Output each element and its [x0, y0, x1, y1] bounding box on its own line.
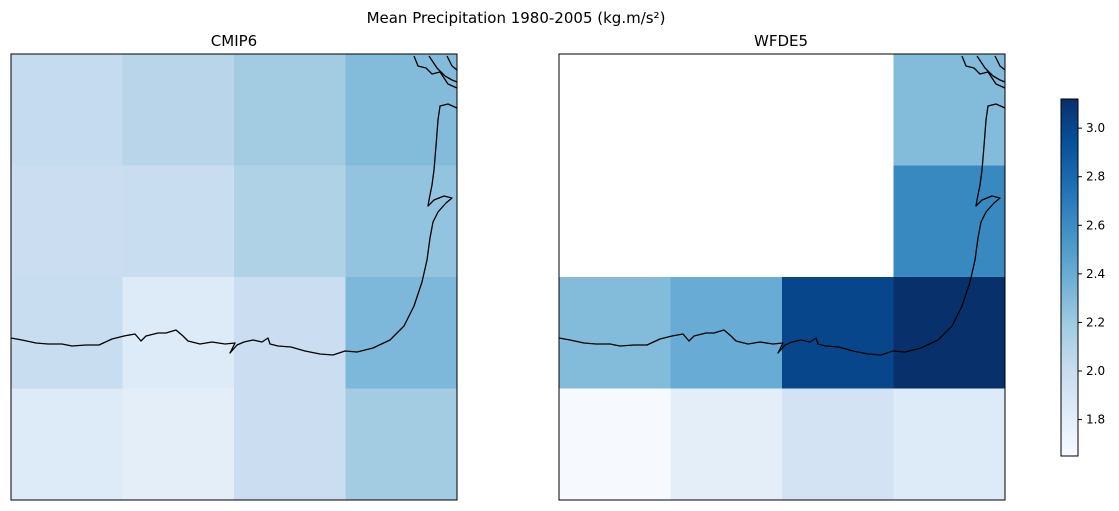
cmip6-cell-r0-c1: [122, 54, 235, 166]
wfde5-cell-r2-c2: [782, 277, 894, 389]
wfde5-cell-r0-c2: [782, 54, 894, 166]
cmip6-cell-r0-c0: [11, 54, 123, 166]
wfde5-cell-r2-c1: [670, 277, 783, 389]
colorbar-tick-label: 2.2: [1086, 315, 1105, 329]
wfde5-title: WFDE5: [754, 32, 808, 50]
wfde5-cell-r0-c0: [559, 54, 671, 166]
colorbar-tick-label: 2.4: [1086, 267, 1105, 281]
cmip6-cell-r3-c2: [234, 388, 346, 501]
colorbar-tick-label: 1.8: [1086, 413, 1105, 427]
cmip6-title: CMIP6: [211, 32, 257, 50]
wfde5-cell-r1-c2: [782, 165, 894, 278]
cmip6-cell-r3-c3: [345, 388, 458, 501]
wfde5-cell-r2-c0: [559, 277, 671, 389]
wfde5-cell-r3-c1: [670, 388, 783, 501]
cmip6-cell-r2-c2: [234, 277, 346, 389]
wfde5-cells: [559, 54, 1006, 501]
cmip6-cells: [11, 54, 458, 501]
cmip6-panel: CMIP6: [10, 32, 458, 501]
cmip6-cell-r2-c1: [122, 277, 235, 389]
colorbar-tick-label: 2.8: [1086, 170, 1105, 184]
cmip6-cell-r1-c2: [234, 165, 346, 278]
colorbar-tick-label: 2.6: [1086, 218, 1105, 232]
figure-title: Mean Precipitation 1980-2005 (kg.m/s²): [367, 9, 666, 27]
wfde5-frame: [558, 53, 1006, 501]
wfde5-cell-r2-c3: [893, 277, 1006, 389]
colorbar: 1.8 2.0 2.2 2.4 2.6 2.8 3.0: [1060, 98, 1105, 457]
wfde5-cell-r3-c2: [782, 388, 894, 501]
wfde5-coastline: [558, 55, 1006, 356]
cmip6-cell-r1-c3: [345, 165, 458, 278]
cmip6-cell-r2-c3: [345, 277, 458, 389]
colorbar-tick-label: 2.0: [1086, 364, 1105, 378]
wfde5-cell-r1-c1: [670, 165, 783, 278]
colorbar-tick-label: 3.0: [1086, 121, 1105, 135]
wfde5-cell-r1-c3: [893, 165, 1006, 278]
colorbar-gradient: [1060, 98, 1079, 457]
cmip6-cell-r3-c0: [11, 388, 123, 501]
wfde5-panel: WFDE5: [558, 32, 1006, 501]
cmip6-cell-r3-c1: [122, 388, 235, 501]
cmip6-frame: [10, 53, 458, 501]
wfde5-cell-r1-c0: [559, 165, 671, 278]
wfde5-cell-r3-c3: [893, 388, 1006, 501]
wfde5-cell-r3-c0: [559, 388, 671, 501]
cmip6-coastline: [10, 55, 458, 356]
colorbar-ticks: 1.8 2.0 2.2 2.4 2.6 2.8 3.0: [1078, 121, 1105, 427]
cmip6-cell-r1-c1: [122, 165, 235, 278]
cmip6-cell-r0-c2: [234, 54, 346, 166]
wfde5-cell-r0-c1: [670, 54, 783, 166]
cmip6-cell-r2-c0: [11, 277, 123, 389]
cmip6-cell-r1-c0: [11, 165, 123, 278]
